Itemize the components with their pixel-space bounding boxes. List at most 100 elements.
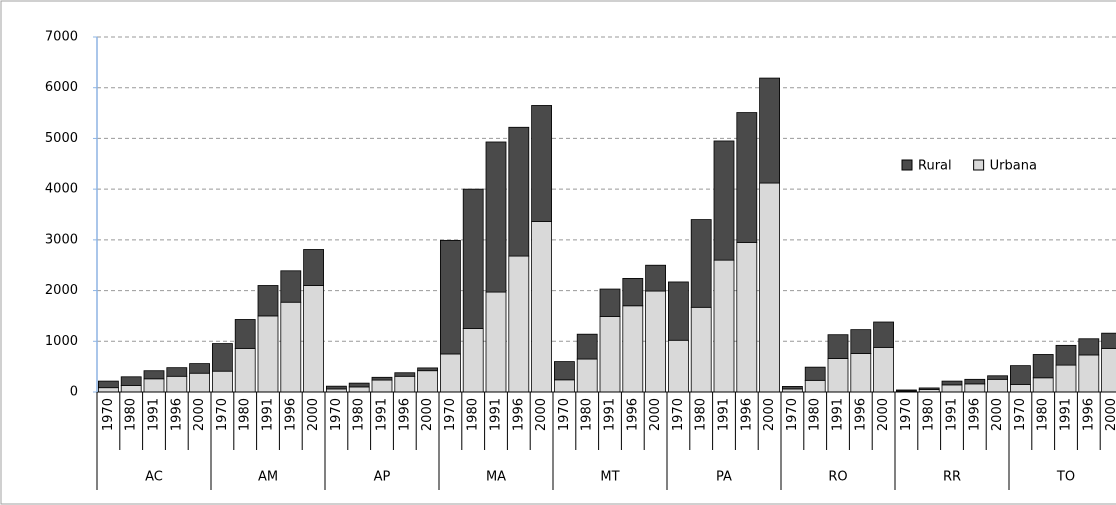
x-tick-label: 1970 <box>899 398 914 431</box>
x-tick-label: 1980 <box>1036 398 1051 431</box>
bar-segment <box>918 387 940 390</box>
x-tick-label: 1980 <box>124 398 139 431</box>
bar-segment <box>394 375 416 393</box>
x-tick-label: 1996 <box>1081 398 1096 431</box>
bar-segment <box>189 372 211 393</box>
bar-segment <box>485 291 507 393</box>
x-tick-label: 1996 <box>169 398 184 431</box>
x-tick-label: 1996 <box>283 398 298 431</box>
x-tick-label: 1991 <box>717 398 732 431</box>
bar-segment <box>1010 383 1031 393</box>
bar-segment <box>850 329 872 354</box>
x-tick-label: 2000 <box>990 398 1005 431</box>
x-tick-label: 2000 <box>1104 398 1116 431</box>
bar-segment <box>873 321 894 348</box>
bar-segment <box>987 378 1008 393</box>
bar-segment <box>508 255 530 393</box>
bar-segment <box>827 334 849 359</box>
bar-segment <box>462 328 484 393</box>
x-tick-label: 1980 <box>580 398 595 431</box>
bar-segment <box>736 112 758 243</box>
x-tick-label: 1980 <box>352 398 367 431</box>
bar-segment <box>622 277 644 307</box>
bar-segment <box>303 285 325 393</box>
bar-segment <box>1101 332 1116 349</box>
x-tick-label: 2000 <box>648 398 663 431</box>
bar-segment <box>1078 354 1100 393</box>
x-tick-label: 1970 <box>215 398 230 431</box>
y-tick-label: 0 <box>70 385 78 400</box>
x-tick-label: 1991 <box>261 398 276 431</box>
bar-segment <box>668 339 689 393</box>
bar-segment <box>713 140 735 261</box>
bar-segment <box>1078 338 1100 356</box>
x-tick-label: 1970 <box>671 398 686 431</box>
bar-segment <box>554 361 575 381</box>
legend-swatch <box>973 159 985 171</box>
y-tick-label: 1000 <box>45 334 78 349</box>
bar-segment <box>98 387 119 393</box>
bar-segment <box>257 315 279 393</box>
bar-segment <box>348 382 370 388</box>
x-tick-label: 1991 <box>1059 398 1074 431</box>
x-tick-label: 1996 <box>397 398 412 431</box>
x-tick-label: 1996 <box>511 398 526 431</box>
bar-segment <box>120 385 142 393</box>
bar-segment <box>576 358 598 393</box>
bar-segment <box>371 379 393 393</box>
x-tick-label: 1970 <box>329 398 344 431</box>
bar-segment <box>850 353 872 393</box>
bar-segment <box>439 239 461 355</box>
bar-segment <box>782 386 803 390</box>
bar-segment <box>348 386 370 393</box>
legend-label: Urbana <box>990 159 1037 174</box>
legend-label: Rural <box>918 159 952 174</box>
bar-segment <box>234 347 256 393</box>
x-tick-label: 1970 <box>1013 398 1028 431</box>
bar-segment <box>508 126 530 257</box>
bar-segment <box>759 182 780 393</box>
bar-segment <box>531 105 552 222</box>
x-tick-label: 2000 <box>876 398 891 431</box>
bar-segment <box>576 333 598 360</box>
x-tick-label: 1970 <box>101 398 116 431</box>
bar-segment <box>599 316 621 393</box>
bar-segment <box>896 389 917 392</box>
bar-segment <box>531 221 552 393</box>
x-tick-label: 2000 <box>762 398 777 431</box>
x-tick-label: 1991 <box>945 398 960 431</box>
bar-segment <box>622 305 644 393</box>
bar-segment <box>211 343 233 372</box>
x-tick-label: 2000 <box>306 398 321 431</box>
bar-segment <box>941 384 963 393</box>
x-tick-label: 1970 <box>557 398 572 431</box>
x-tick-label: 1996 <box>739 398 754 431</box>
bar-segment <box>1055 344 1077 366</box>
bar-segment <box>417 367 439 372</box>
y-tick-label: 5000 <box>45 131 78 146</box>
y-tick-label: 4000 <box>45 182 78 197</box>
bar-segment <box>599 288 621 317</box>
bar-segment <box>280 301 302 393</box>
x-tick-label: 1991 <box>831 398 846 431</box>
bar-segment <box>554 379 575 393</box>
bar-segment <box>1032 354 1054 379</box>
bar-segment <box>736 241 758 393</box>
bar-segment <box>827 358 849 393</box>
x-tick-label: 1970 <box>443 398 458 431</box>
bar-segment <box>645 264 666 292</box>
group-label: RR <box>943 470 961 485</box>
bar-segment <box>166 375 188 393</box>
bar-segment <box>371 376 393 381</box>
bar-segment <box>804 366 826 381</box>
x-tick-label: 1970 <box>785 398 800 431</box>
bar-segment <box>713 259 735 393</box>
group-label: MT <box>600 470 619 485</box>
bar-segment <box>690 219 712 308</box>
bar-segment <box>964 383 986 393</box>
x-tick-label: 1980 <box>922 398 937 431</box>
group-label: AP <box>374 470 391 485</box>
bar-segment <box>759 77 780 184</box>
